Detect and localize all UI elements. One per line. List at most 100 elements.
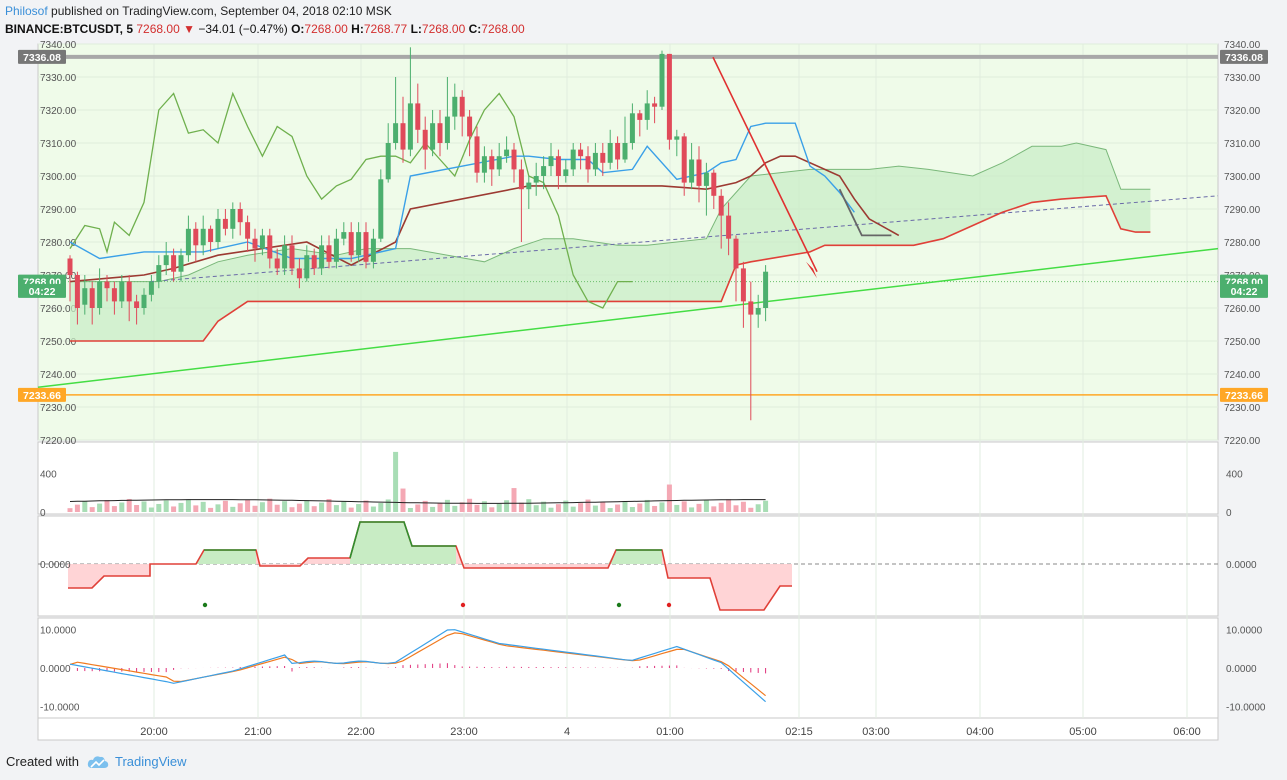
candle-body	[74, 275, 80, 308]
volume-bar	[437, 503, 443, 512]
price-label-left-bg	[18, 387, 66, 402]
x-tick-label: 03:00	[862, 726, 890, 738]
candle-body	[67, 258, 73, 275]
brand-text: TradingView	[114, 754, 187, 769]
volume-bar	[755, 504, 761, 512]
volume-bar	[415, 504, 421, 512]
y-tick-label-left: 7330.00	[40, 73, 77, 84]
volume-bar	[578, 503, 584, 512]
candle-body	[274, 258, 280, 269]
candle-body	[141, 294, 147, 308]
signal-dot	[460, 602, 466, 608]
candle-body	[230, 209, 236, 229]
price-label-right-bg	[1220, 283, 1268, 298]
price-label-left-bg	[18, 283, 66, 298]
candle-body	[222, 218, 228, 229]
candle-body	[578, 149, 584, 157]
tradingview-link[interactable]: TradingView	[87, 754, 187, 769]
volume-bar	[659, 502, 665, 512]
volume-bar	[348, 507, 354, 512]
x-tick-label: 04:00	[966, 726, 994, 738]
volume-bar	[563, 500, 569, 512]
candle-body	[393, 123, 399, 143]
candle-body	[378, 179, 384, 239]
volume-bar	[422, 500, 428, 512]
candle-body	[526, 182, 532, 190]
oscillator-tick-left: 0.0000	[40, 560, 71, 571]
candle-body	[104, 281, 110, 289]
candle-body	[333, 238, 339, 262]
y-tick-label-right: 7300.00	[1224, 172, 1261, 183]
candle-body	[385, 143, 391, 180]
volume-bar	[245, 499, 251, 512]
volume-bar	[444, 499, 450, 512]
volume-bar	[311, 506, 317, 512]
candle-body	[644, 103, 650, 120]
oscillator-pane	[37, 515, 1219, 617]
volume-bar	[193, 505, 199, 512]
x-tick-label: 01:00	[656, 726, 684, 738]
volume-bar	[178, 502, 184, 512]
candle-body	[126, 281, 132, 302]
x-tick-label: 21:00	[244, 726, 272, 738]
y-tick-label-right: 7220.00	[1224, 436, 1261, 447]
price-label-right: 7233.66	[1225, 390, 1263, 402]
x-tick-label: 23:00	[450, 726, 478, 738]
volume-bar	[119, 502, 125, 512]
volume-bar	[548, 507, 554, 512]
open-value: 7268.00	[304, 22, 348, 36]
candle-body	[740, 268, 746, 302]
candle-body	[363, 232, 369, 262]
volume-bar	[319, 502, 325, 512]
volume-bar	[126, 498, 132, 512]
volume-bar	[333, 505, 339, 512]
candle-body	[518, 169, 524, 190]
author-link[interactable]: Philosof	[5, 4, 48, 18]
volume-bar	[452, 505, 458, 512]
volume-bar	[674, 504, 680, 512]
candle-body	[563, 169, 569, 176]
signal-dot	[666, 602, 672, 608]
price-label-left: 7336.08	[23, 52, 61, 64]
volume-bar	[215, 504, 221, 512]
candle-body	[296, 268, 302, 279]
volume-bar	[104, 500, 110, 512]
volume-bar	[385, 499, 391, 512]
volume-bar	[237, 503, 243, 512]
volume-bar	[407, 507, 413, 512]
volume-bar	[733, 505, 739, 512]
macd-tick-left: 0.0000	[40, 664, 71, 675]
volume-bar	[97, 503, 103, 512]
y-tick-label-left: 7340.00	[40, 40, 77, 51]
volume-bar	[156, 503, 162, 512]
price-label-right: 04:22	[1231, 286, 1258, 298]
candle-body	[467, 116, 473, 137]
candle-body	[548, 156, 554, 167]
y-tick-label-right: 7340.00	[1224, 40, 1261, 51]
x-tick-label: 4	[564, 726, 570, 738]
x-tick-label: 22:00	[347, 726, 375, 738]
volume-bar	[518, 502, 524, 512]
volume-bar	[304, 500, 310, 512]
volume-bar	[570, 506, 576, 512]
y-tick-label-right: 7240.00	[1224, 370, 1261, 381]
volume-bar	[163, 500, 169, 512]
y-tick-label-right: 7320.00	[1224, 106, 1261, 117]
volume-bar	[740, 501, 746, 512]
candle-body	[208, 228, 214, 242]
candle-body	[733, 238, 739, 269]
oscillator-positive-fill	[196, 550, 256, 564]
volume-bar	[185, 499, 191, 512]
green-trendline	[37, 247, 1219, 388]
oscillator-tick-right: 0.0000	[1226, 560, 1257, 571]
x-tick-label: 02:15	[785, 726, 813, 738]
y-tick-label-right: 7260.00	[1224, 304, 1261, 315]
y-tick-label-left: 7280.00	[40, 238, 77, 249]
candle-body	[341, 232, 347, 239]
y-tick-label-right: 7230.00	[1224, 403, 1261, 414]
candle-body	[171, 255, 177, 272]
y-tick-label-left: 7230.00	[40, 403, 77, 414]
volume-bar	[74, 504, 80, 512]
publish-text: published on TradingView.com, September …	[51, 4, 392, 18]
